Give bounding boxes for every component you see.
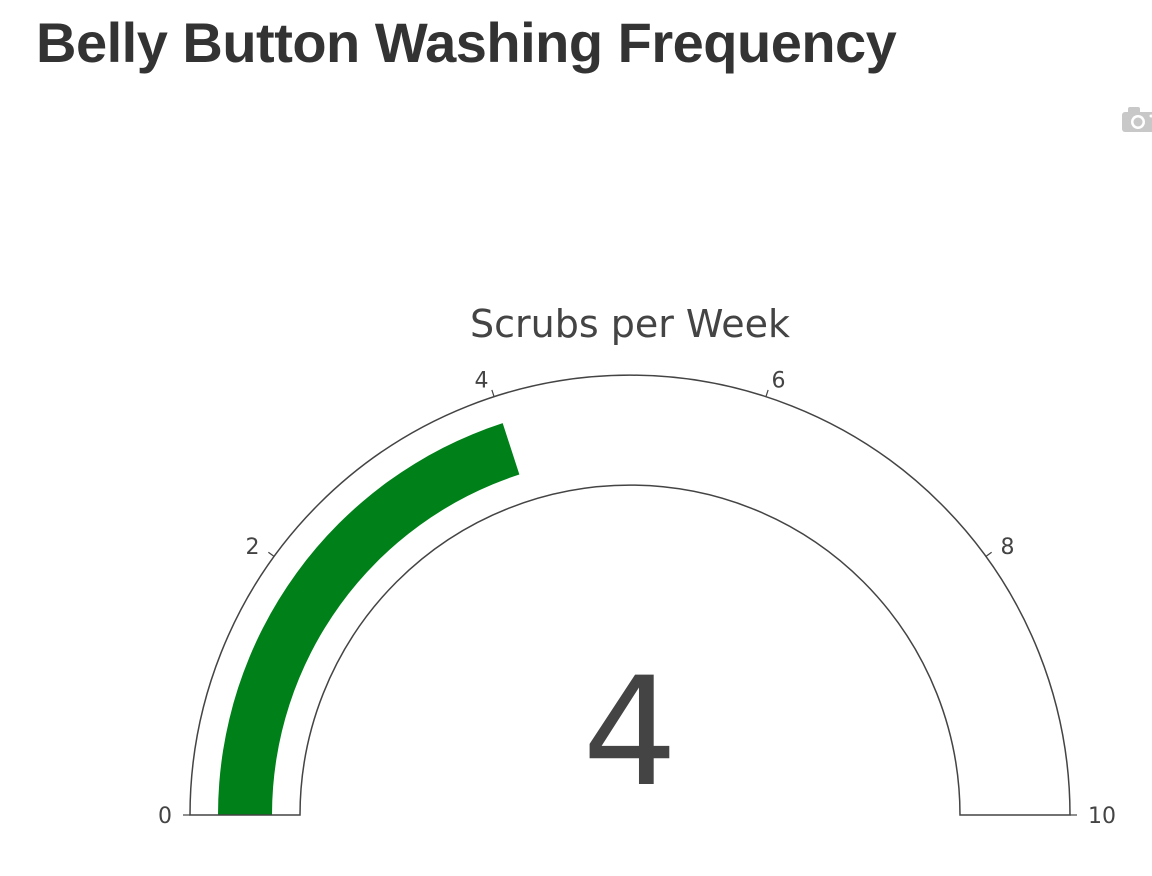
gauge-title: Scrubs per Week [470, 302, 790, 346]
gauge-tick-mark [765, 389, 769, 397]
camera-icon [1122, 107, 1152, 132]
download-plot-button[interactable] [1118, 104, 1152, 134]
gauge-tick-label: 6 [772, 368, 786, 393]
gauge-tick-mark [491, 389, 495, 397]
gauge-tick-label: 10 [1088, 804, 1116, 829]
gauge-tick-label: 4 [474, 368, 488, 393]
page-title: Belly Button Washing Frequency [36, 11, 897, 74]
gauge-value: 4 [582, 646, 677, 820]
gauge-tick-label: 0 [158, 804, 172, 829]
gauge-tick-label: 2 [245, 535, 259, 560]
gauge-outline [189, 374, 1071, 816]
gauge-ticks: 0 2 4 6 8 10 [158, 368, 1116, 829]
gauge-tick-label: 8 [1001, 535, 1015, 560]
gauge-tick-mark [268, 551, 275, 557]
gauge-bar [218, 423, 520, 815]
gauge-tick-mark [985, 551, 992, 557]
